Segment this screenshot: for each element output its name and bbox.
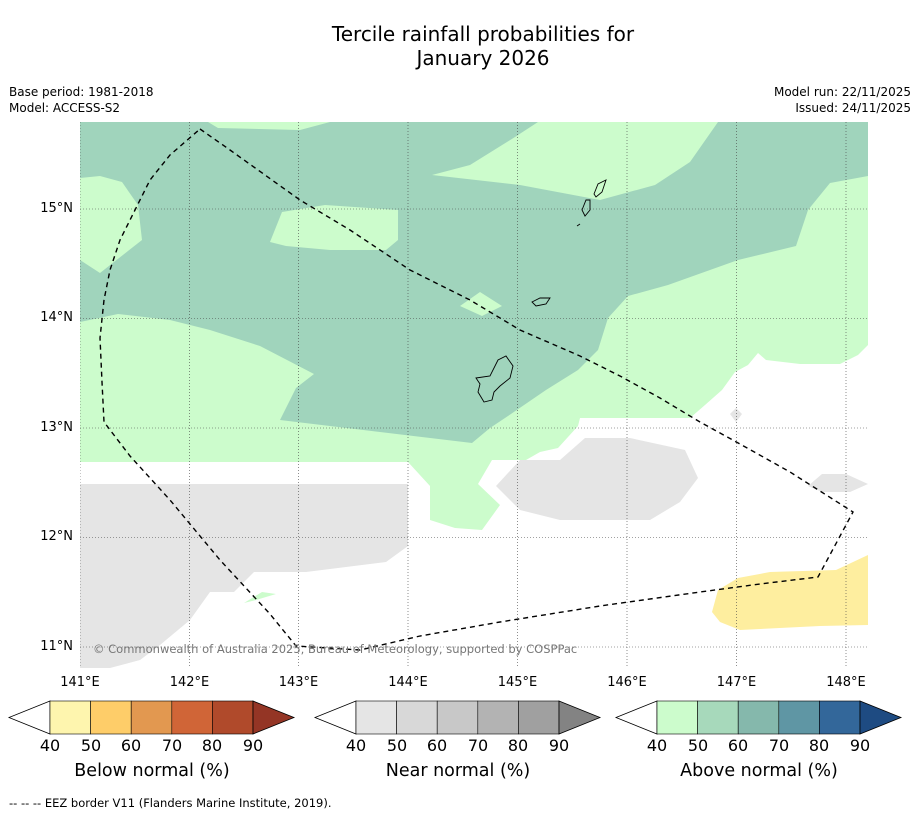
lat-label-11: 11°N	[40, 639, 73, 654]
gridlines	[80, 122, 868, 668]
below-colorbar-segment	[49, 700, 91, 735]
lon-label-145: 145°E	[497, 675, 538, 690]
above-colorbar-segment	[778, 700, 820, 735]
near-tick-70: 70	[467, 736, 489, 755]
base-period: Base period: 1981-2018	[9, 85, 154, 99]
lon-label-148: 148°E	[826, 675, 866, 690]
near-colorbar-segment	[396, 700, 438, 735]
near-colorbar-low-arrow	[313, 700, 357, 735]
lat-label-13: 13°N	[40, 420, 73, 435]
below-colorbar-segment	[130, 700, 173, 735]
near-normal-region-west	[80, 484, 408, 668]
near-normal-patch	[730, 408, 742, 422]
lon-label-142: 142°E	[169, 675, 210, 690]
island-guam	[475, 355, 514, 403]
model-run: Model run: 22/11/2025	[773, 85, 911, 99]
map-area: © Commonwealth of Australia 2025, Bureau…	[80, 122, 868, 668]
lat-label-12: 12°N	[40, 529, 73, 544]
lon-label-143: 143°E	[278, 675, 319, 690]
near-tick-80: 80	[507, 736, 529, 755]
colorbar-above-label: Above normal (%)	[680, 761, 838, 781]
eez-footnote: -- -- -- EEZ border V11 (Flanders Marine…	[9, 796, 332, 810]
above-40-50-sliver	[244, 592, 276, 603]
issued-date: Issued: 24/11/2025	[795, 101, 911, 115]
below-tick-60: 60	[120, 736, 142, 755]
near-colorbar-segment	[436, 700, 479, 735]
near-tick-90: 90	[548, 736, 570, 755]
above-colorbar-segment	[697, 700, 739, 735]
near-normal-region-east	[496, 438, 698, 520]
lon-label-147: 147°E	[716, 675, 757, 690]
below-colorbar-low-arrow	[7, 700, 51, 735]
near-tick-60: 60	[426, 736, 448, 755]
near-colorbar-segment	[518, 700, 560, 735]
above-tick-50: 50	[687, 736, 709, 755]
island-aguijan	[576, 223, 581, 227]
colorbar-near-label: Near normal (%)	[385, 761, 531, 781]
near-normal-patch	[808, 474, 868, 492]
island-saipan	[593, 179, 607, 198]
below-tick-40: 40	[39, 736, 61, 755]
above-tick-90: 90	[849, 736, 871, 755]
lat-label-15: 15°N	[40, 201, 73, 216]
below-tick-70: 70	[161, 736, 183, 755]
colorbar-below-label: Below normal (%)	[74, 761, 230, 781]
meta-left: Base period: 1981-2018 Model: ACCESS-S2	[9, 84, 154, 116]
below-tick-80: 80	[201, 736, 223, 755]
title-line-2: January 2026	[416, 46, 550, 70]
map-title: Tercile rainfall probabilities for Janua…	[0, 22, 919, 70]
below-colorbar-segment	[90, 700, 132, 735]
near-colorbar-segment	[355, 700, 397, 735]
lon-label-141: 141°E	[60, 675, 100, 690]
above-colorbar-high-arrow	[859, 700, 903, 735]
above-colorbar-segment	[737, 700, 780, 735]
above-colorbar-low-arrow	[614, 700, 658, 735]
above-tick-40: 40	[646, 736, 668, 755]
above-colorbar-segment	[819, 700, 861, 735]
above-colorbar-segment	[656, 700, 698, 735]
island-tinian	[581, 199, 591, 217]
model-name: Model: ACCESS-S2	[9, 101, 121, 115]
meta-right: Model run: 22/11/2025 Issued: 24/11/2025	[774, 84, 911, 116]
below-normal-region	[712, 555, 868, 630]
copyright-notice: © Commonwealth of Australia 2025, Bureau…	[93, 642, 577, 656]
islands	[475, 179, 607, 403]
near-colorbar-segment	[477, 700, 519, 735]
above-40-50-patch	[270, 205, 398, 250]
below-tick-50: 50	[80, 736, 102, 755]
near-tick-40: 40	[345, 736, 367, 755]
lon-label-144: 144°E	[388, 675, 428, 690]
above-tick-80: 80	[808, 736, 830, 755]
title-line-1: Tercile rainfall probabilities for	[331, 22, 635, 46]
near-tick-50: 50	[386, 736, 408, 755]
above-tick-70: 70	[768, 736, 790, 755]
below-tick-90: 90	[242, 736, 264, 755]
above-50-60-region	[80, 122, 868, 443]
near-colorbar-high-arrow	[558, 700, 602, 735]
lon-label-146: 146°E	[607, 675, 647, 690]
eez-border	[99, 128, 854, 651]
below-colorbar-high-arrow	[252, 700, 296, 735]
lat-label-14: 14°N	[40, 310, 73, 325]
below-colorbar-segment	[212, 700, 254, 735]
above-tick-60: 60	[727, 736, 749, 755]
island-rota	[531, 297, 551, 307]
below-colorbar-segment	[171, 700, 213, 735]
above-40-50-patch	[460, 292, 502, 316]
